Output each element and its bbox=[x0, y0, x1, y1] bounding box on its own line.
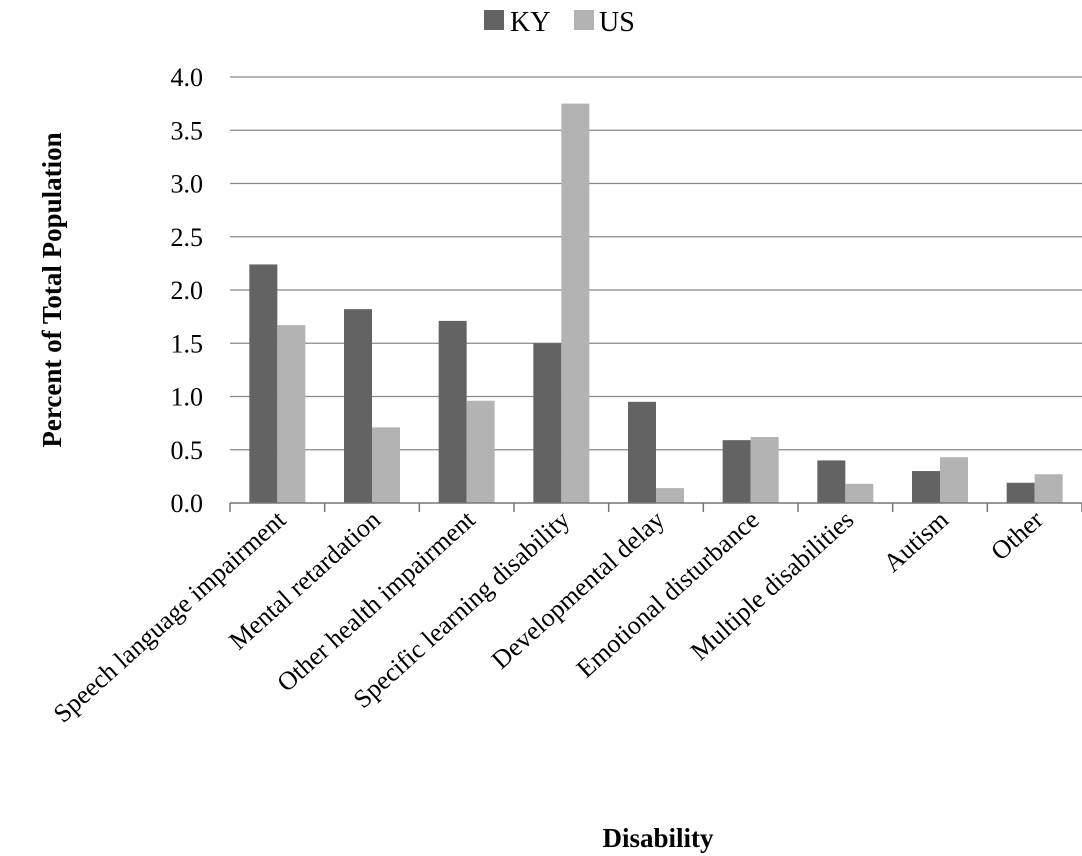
x-axis-title: Disability bbox=[602, 823, 714, 853]
y-tick-label: 2.5 bbox=[171, 223, 204, 252]
bar-us-4 bbox=[656, 488, 684, 503]
bar-ky-4 bbox=[628, 401, 656, 503]
bar-ky-6 bbox=[817, 460, 846, 503]
bar-ky-1 bbox=[344, 309, 372, 503]
bar-us-5 bbox=[750, 436, 779, 503]
legend-label-ky: KY bbox=[510, 7, 550, 38]
bar-us-0 bbox=[277, 325, 306, 503]
x-axis bbox=[229, 502, 1082, 512]
bar-us-8 bbox=[1034, 474, 1063, 503]
category-label: Emotional disturbance bbox=[571, 505, 765, 684]
category-label: Autism bbox=[878, 505, 954, 578]
y-tick-label: 0.5 bbox=[171, 436, 204, 465]
legend-swatch-us bbox=[574, 10, 594, 30]
category-label: Other bbox=[985, 505, 1049, 566]
legend-label-us: US bbox=[599, 7, 635, 38]
bars bbox=[249, 103, 1063, 503]
bar-us-3 bbox=[561, 103, 590, 503]
y-axis-ticks: 0.0 0.5 1.0 1.5 2.0 2.5 3.0 3.5 4.0 bbox=[171, 63, 204, 518]
y-tick-label: 4.0 bbox=[171, 63, 204, 92]
y-tick-label: 0.0 bbox=[171, 489, 204, 518]
category-label: Developmental delay bbox=[486, 505, 670, 675]
y-tick-label: 1.5 bbox=[171, 329, 204, 358]
bar-us-7 bbox=[940, 457, 968, 503]
legend: KY US bbox=[484, 7, 635, 38]
bar-us-6 bbox=[845, 483, 874, 503]
y-tick-label: 3.5 bbox=[171, 116, 204, 145]
bar-ky-2 bbox=[438, 320, 467, 503]
y-axis-title: Percent of Total Population bbox=[37, 132, 67, 447]
bar-ky-3 bbox=[533, 343, 562, 503]
bar-ky-0 bbox=[249, 264, 278, 503]
bar-ky-8 bbox=[1006, 482, 1035, 503]
legend-swatch-ky bbox=[484, 10, 504, 30]
category-label: Multiple disabilities bbox=[685, 505, 860, 666]
y-tick-label: 1.0 bbox=[171, 383, 204, 412]
bar-ky-5 bbox=[722, 440, 751, 503]
bar-us-1 bbox=[372, 427, 400, 503]
bar-us-2 bbox=[466, 400, 495, 503]
y-tick-label: 2.0 bbox=[171, 276, 204, 305]
y-tick-label: 3.0 bbox=[171, 170, 204, 199]
bar-ky-7 bbox=[912, 471, 940, 503]
